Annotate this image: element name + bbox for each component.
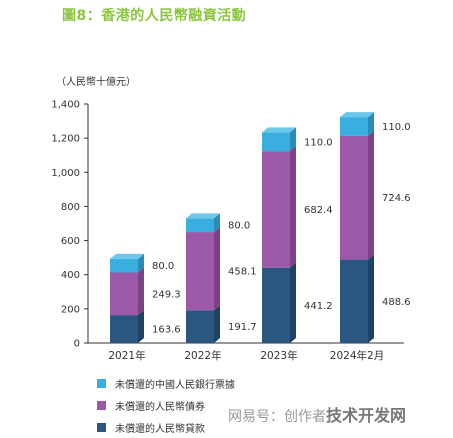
bar-segment-side xyxy=(214,305,220,343)
data-label: 441.2 xyxy=(304,301,333,312)
data-label: 724.6 xyxy=(382,193,411,204)
legend-item: 未償還的人民幣貸款 xyxy=(97,416,235,438)
bar-segment-side xyxy=(290,127,296,152)
bar-segment xyxy=(262,267,290,343)
bar-segment-side xyxy=(214,227,220,311)
watermark-prefix: 网易号：创作者 xyxy=(228,409,326,425)
watermark-strong: 技术开发网 xyxy=(326,406,407,425)
y-tick-label: 400 xyxy=(61,270,80,281)
legend-swatch xyxy=(97,422,106,432)
bar-segment xyxy=(186,310,214,343)
y-tick-label: 1,400 xyxy=(51,100,80,111)
y-tick-label: 800 xyxy=(61,202,80,213)
x-tick-label: 2021年 xyxy=(108,349,145,362)
data-label: 110.0 xyxy=(304,137,333,148)
bar-top xyxy=(340,112,374,118)
legend-item: 未償還的中國人民銀行票據 xyxy=(97,372,235,394)
bar-segment xyxy=(340,259,368,343)
x-tick-label: 2022年 xyxy=(184,349,221,362)
x-tick-label: 2024年2月 xyxy=(330,349,384,362)
legend-swatch xyxy=(97,400,106,410)
legend: 未償還的中國人民銀行票據 未償還的人民幣債券 未償還的人民幣貸款 xyxy=(97,372,235,438)
bar-segment-side xyxy=(368,130,374,260)
bar-segment xyxy=(262,151,290,268)
y-tick-label: 1,200 xyxy=(51,134,80,145)
x-tick-label: 2023年 xyxy=(260,349,297,362)
legend-label: 未償還的人民幣債券 xyxy=(115,401,205,413)
bar-segment-side xyxy=(368,112,374,136)
data-label: 249.3 xyxy=(152,289,181,300)
data-label: 163.6 xyxy=(152,325,181,336)
data-label: 191.7 xyxy=(228,322,257,333)
watermark: 网易号：创作者技术开发网 xyxy=(228,402,406,426)
bar-segment-side xyxy=(138,310,144,343)
bar-segment-side xyxy=(138,253,144,273)
bar-segment xyxy=(340,117,368,136)
data-label: 488.6 xyxy=(382,297,411,308)
legend-label: 未償還的人民幣貸款 xyxy=(115,423,205,435)
data-label: 682.4 xyxy=(304,205,333,216)
data-label: 80.0 xyxy=(228,221,250,232)
y-tick-label: 1,000 xyxy=(51,168,80,179)
data-label: 80.0 xyxy=(152,261,174,272)
bar-top xyxy=(186,213,220,219)
y-tick-label: 200 xyxy=(61,304,80,315)
bar-segment xyxy=(340,135,368,260)
y-tick-label: 0 xyxy=(74,339,80,350)
legend-item: 未償還的人民幣債券 xyxy=(97,394,235,416)
bar-top xyxy=(262,127,296,133)
bar-segment-side xyxy=(368,254,374,343)
bar-segment xyxy=(262,132,290,152)
y-tick-label: 600 xyxy=(61,236,80,247)
chart-title: 圖8：香港的人民幣融資活動 xyxy=(62,8,247,24)
data-label: 458.1 xyxy=(228,267,257,278)
y-unit-label: （人民幣十億元） xyxy=(56,75,136,88)
bar-segment-side xyxy=(290,146,296,268)
bar-top xyxy=(110,253,144,259)
bar-segment-side xyxy=(138,267,144,316)
bar-segment-side xyxy=(214,213,220,233)
bar-segment xyxy=(186,218,214,233)
bar-segment-side xyxy=(290,262,296,343)
bar-segment xyxy=(110,315,138,343)
legend-swatch xyxy=(97,378,106,388)
bar-segment xyxy=(186,232,214,311)
bar-segment xyxy=(110,258,138,273)
legend-label: 未償還的中國人民銀行票據 xyxy=(115,379,235,391)
data-label: 110.0 xyxy=(382,122,411,133)
bar-segment xyxy=(110,272,138,316)
